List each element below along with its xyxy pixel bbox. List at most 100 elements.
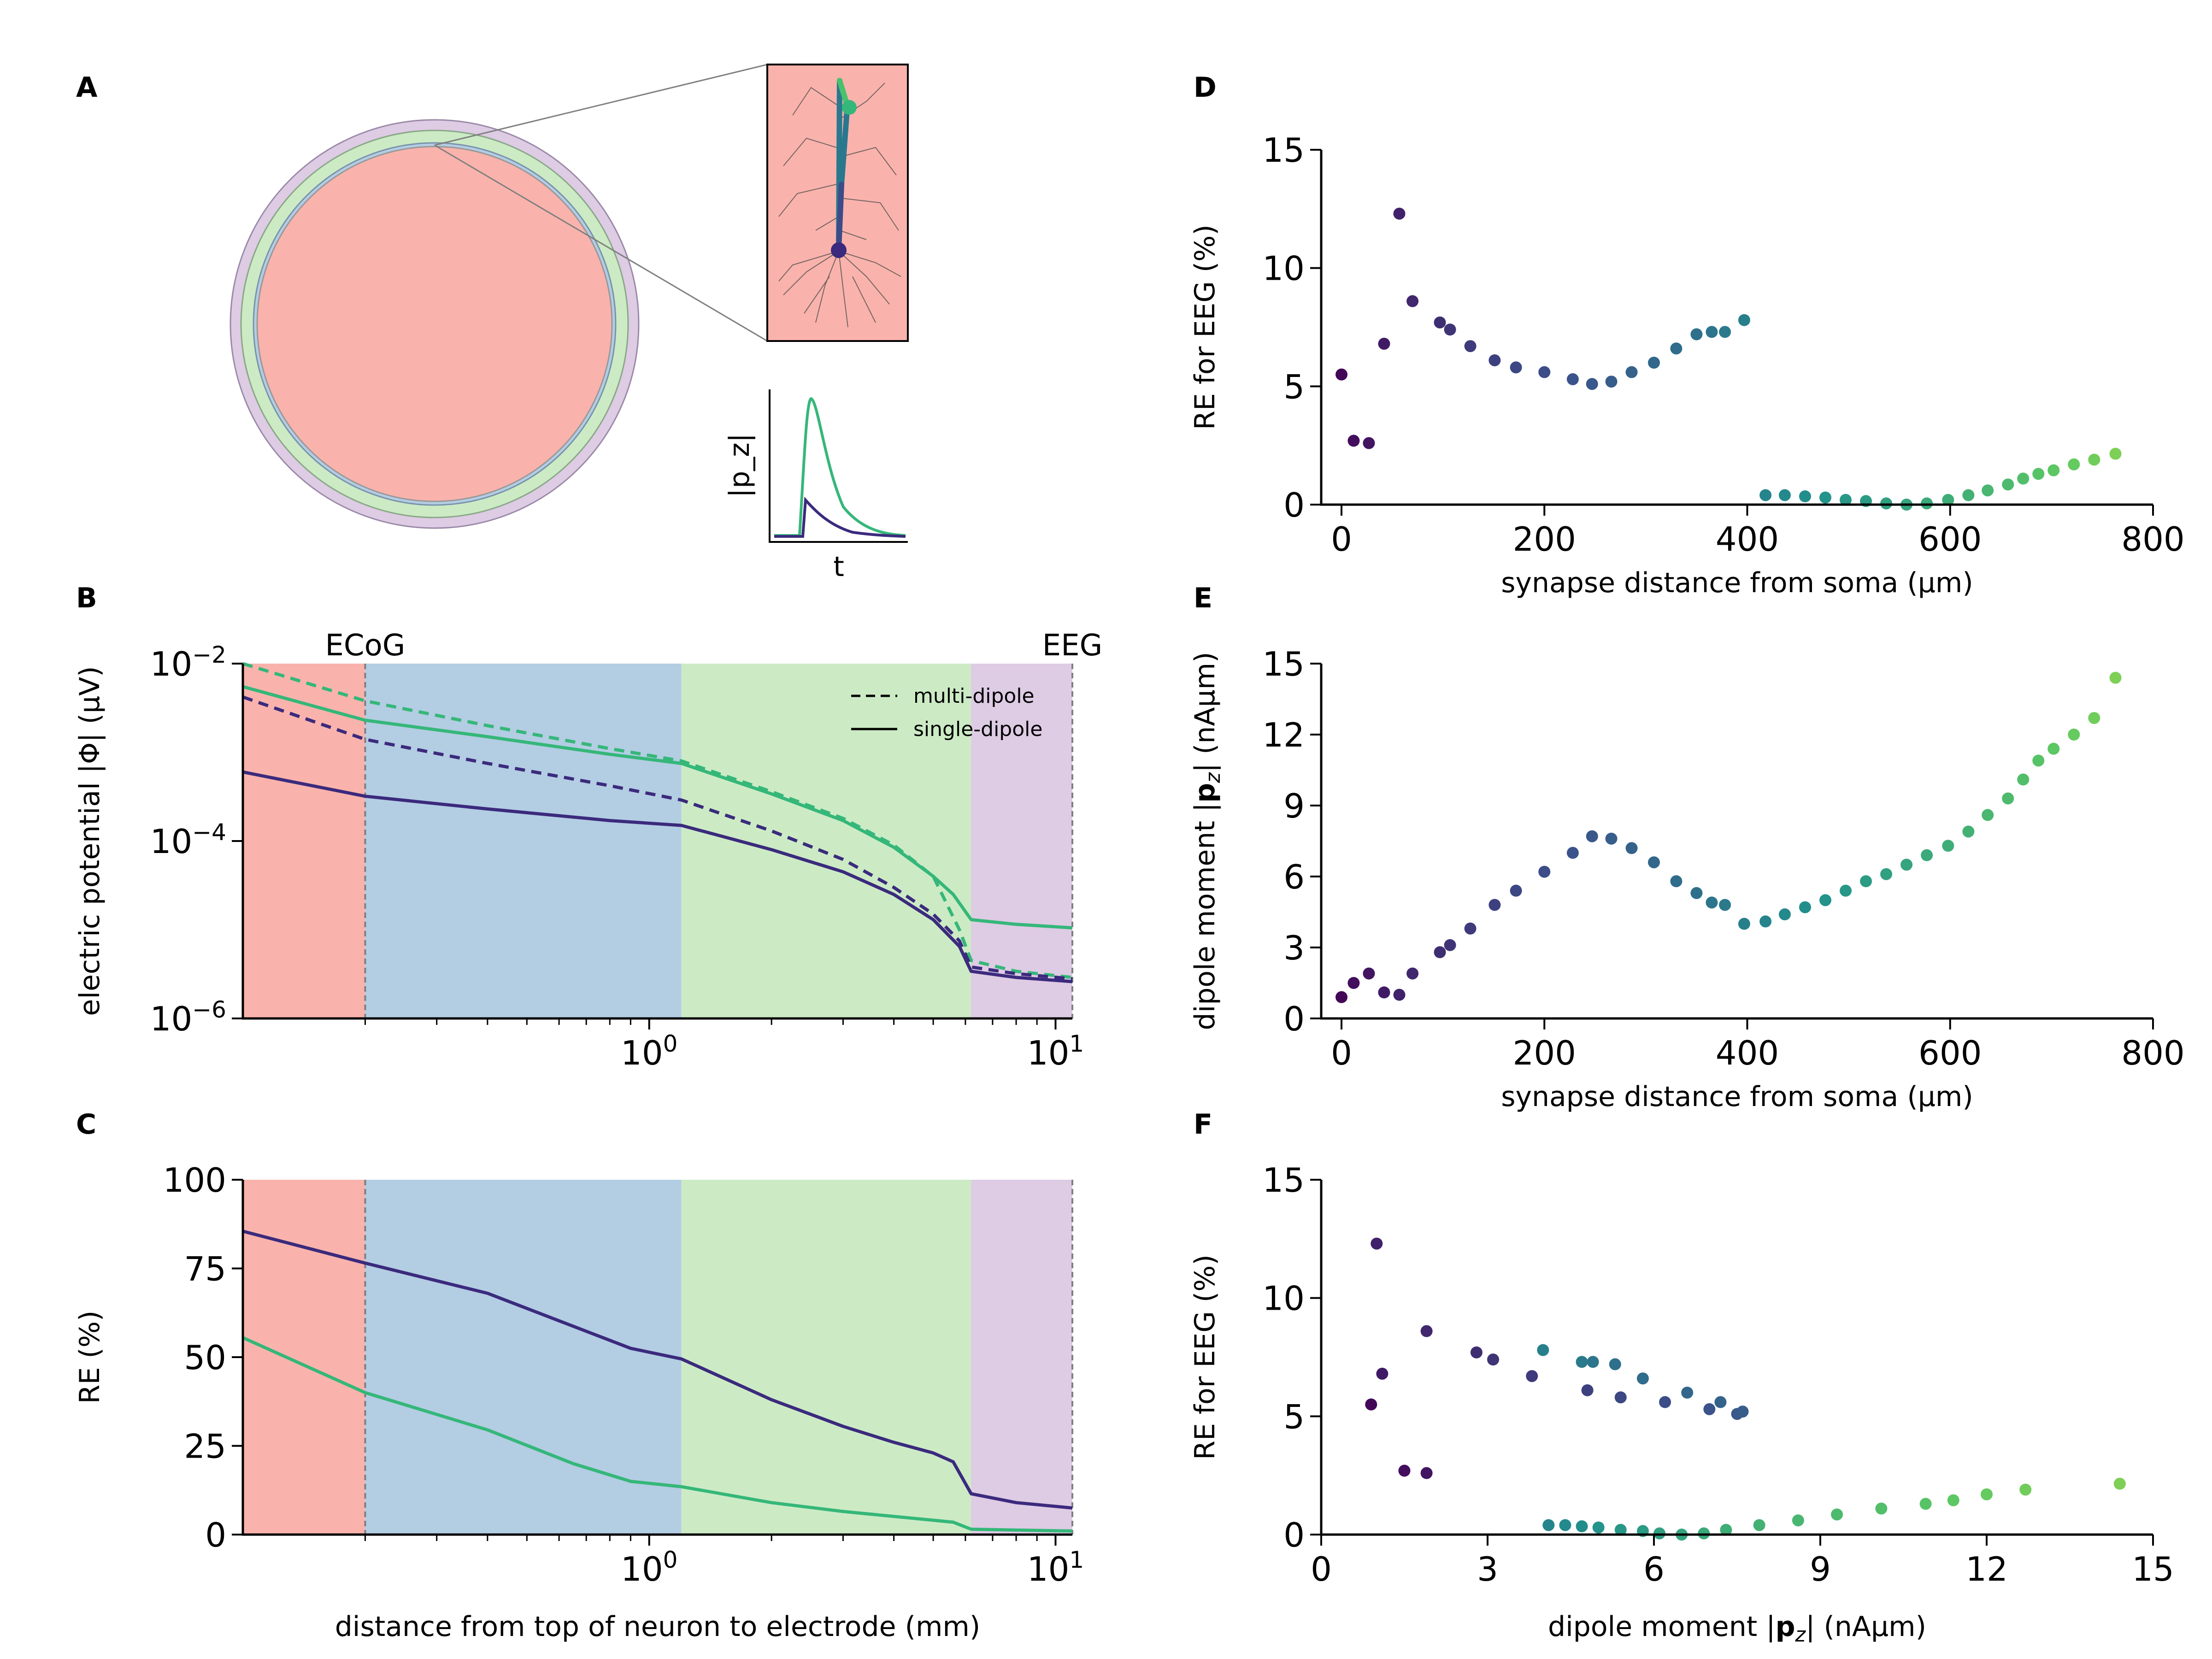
y-tick-label: 12: [1262, 716, 1305, 754]
data-point: [1738, 918, 1750, 930]
chart-c-relative-error-vs-distance: 100 101 0 25 50 75 100 RE (%) distance from top …: [74, 1161, 1084, 1643]
data-point: [2047, 742, 2060, 755]
data-point: [1875, 1502, 1888, 1515]
x-axis-label: distance from top of neuron to electrode…: [335, 1611, 981, 1643]
y-tick-label: 25: [184, 1427, 226, 1466]
panel-label-b: B: [76, 582, 97, 614]
data-point: [2032, 754, 2045, 767]
data-point: [1703, 1403, 1716, 1415]
y-tick-label: 100: [163, 1161, 226, 1200]
legend-label-solid: single-dipole: [913, 718, 1042, 741]
x-tick-label: 400: [1716, 520, 1779, 559]
dipole-inset: |p_z| t: [724, 389, 908, 583]
data-point: [1831, 1508, 1843, 1521]
y-tick-label: 10: [1262, 249, 1305, 288]
apical-mid: [839, 108, 850, 187]
data-point: [1648, 856, 1660, 869]
data-point: [1376, 1367, 1388, 1380]
x-tick-label: 101: [1027, 1030, 1084, 1072]
data-point: [1363, 967, 1375, 980]
data-point: [1371, 1237, 1383, 1250]
data-point: [1921, 497, 1933, 510]
zoom-line-bottom: [434, 144, 768, 342]
data-point: [2088, 712, 2100, 724]
data-point: [1393, 207, 1406, 220]
data-point: [2017, 472, 2030, 485]
data-point: [1586, 830, 1598, 842]
data-point: [1420, 1467, 1433, 1479]
data-point: [1510, 884, 1522, 897]
region-band-skull: [681, 664, 971, 1018]
panel-label-e: E: [1194, 582, 1212, 614]
data-point: [1736, 1406, 1749, 1418]
data-point: [1586, 378, 1598, 390]
data-point: [1778, 489, 1791, 501]
y-tick-label: 50: [184, 1338, 226, 1377]
data-point: [1670, 342, 1683, 355]
legend-label-dashed: multi-dipole: [913, 684, 1035, 708]
x-axis-label: dipole moment |pz| (nAμm): [1548, 1611, 1926, 1647]
data-point: [1799, 490, 1811, 503]
data-point: [2002, 478, 2014, 491]
data-point: [1406, 295, 1419, 307]
data-point: [1576, 1356, 1588, 1368]
dipole-inset-xlabel: t: [833, 551, 844, 583]
data-point: [1900, 859, 1913, 871]
x-tick-label: 200: [1513, 520, 1576, 559]
x-tick-label: 9: [1810, 1550, 1831, 1588]
x-tick-label: 100: [621, 1547, 677, 1588]
data-point: [1378, 986, 1390, 999]
data-point: [1880, 497, 1893, 510]
y-tick-label: 10−2: [150, 641, 226, 683]
data-point: [1648, 357, 1660, 369]
data-point: [1840, 884, 1852, 897]
region-band-csf: [365, 664, 682, 1018]
data-point: [1659, 1396, 1671, 1408]
data-point: [1921, 849, 1933, 861]
data-point: [1335, 368, 1348, 381]
data-point: [1919, 1498, 1932, 1510]
data-point: [1538, 865, 1551, 878]
chart-b-potential-vs-distance: ECoG EEG 100 101 10−6 10−4 10−2 electric potent…: [74, 629, 1102, 1072]
y-tick-label: 3: [1283, 929, 1305, 967]
data-point: [1778, 908, 1791, 921]
data-point: [1434, 946, 1446, 959]
data-point: [1819, 894, 1832, 906]
y-axis-label: dipole moment |pz| (nAμm): [1189, 652, 1225, 1030]
y-tick-label: 5: [1283, 1397, 1305, 1436]
x-tick-label: 200: [1513, 1034, 1576, 1072]
data-point: [1510, 361, 1522, 374]
data-point: [1464, 340, 1477, 353]
y-tick-label: 15: [1262, 645, 1305, 683]
data-point: [1559, 1519, 1571, 1531]
x-tick-label: 0: [1331, 520, 1352, 559]
y-tick-label: 0: [1283, 1516, 1305, 1554]
x-tick-label: 600: [1918, 1034, 1982, 1072]
data-point: [1420, 1325, 1433, 1337]
apical-base: [836, 182, 844, 252]
data-point: [2088, 453, 2100, 466]
y-axis-label: RE (%): [74, 1311, 106, 1404]
y-tick-label: 5: [1283, 367, 1305, 406]
y-tick-label: 10−6: [150, 996, 226, 1038]
y-tick-label: 10: [1262, 1279, 1305, 1318]
data-point: [2002, 792, 2014, 805]
data-point: [1690, 328, 1703, 341]
data-point: [2109, 447, 2122, 460]
x-tick-label: 6: [1643, 1550, 1665, 1588]
data-point: [1636, 1372, 1649, 1385]
data-point: [1487, 1353, 1500, 1366]
data-point: [1706, 326, 1718, 338]
data-point: [2047, 464, 2060, 477]
data-point: [1542, 1519, 1555, 1531]
data-point: [2068, 458, 2080, 471]
x-tick-label: 101: [1027, 1547, 1084, 1588]
data-point: [1470, 1346, 1483, 1359]
data-point: [1609, 1358, 1621, 1371]
data-point: [1759, 489, 1772, 501]
y-tick-label: 0: [205, 1516, 226, 1554]
region-band-scalp: [971, 664, 1072, 1018]
x-axis-label: synapse distance from soma (μm): [1501, 567, 1973, 599]
data-point: [1335, 991, 1348, 1003]
x-tick-label: 12: [1965, 1550, 2008, 1588]
